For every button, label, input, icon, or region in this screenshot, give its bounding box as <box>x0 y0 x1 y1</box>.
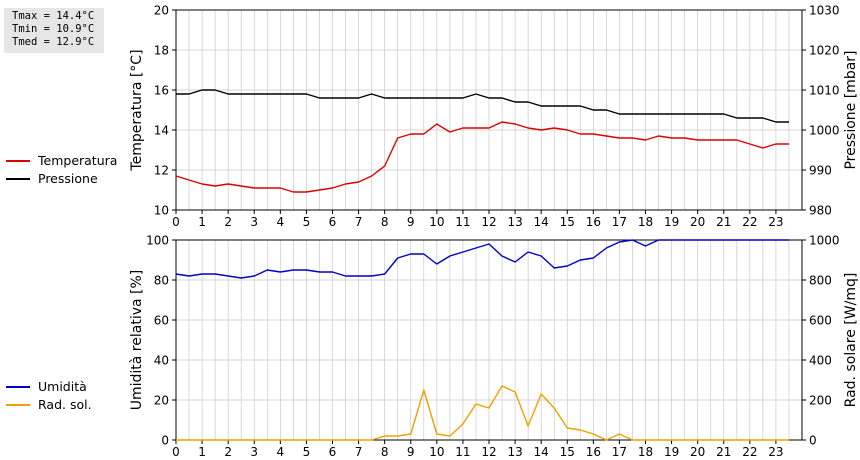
x-tick-label: 14 <box>534 215 549 229</box>
x-tick-label: 0 <box>172 445 180 459</box>
x-tick-label: 12 <box>481 215 496 229</box>
x-tick-label: 19 <box>664 445 679 459</box>
x-tick-label: 13 <box>507 445 522 459</box>
tmin-label: Tmin = 10.9°C <box>12 23 95 35</box>
x-tick-label: 16 <box>586 445 601 459</box>
x-tick-label: 12 <box>481 445 496 459</box>
x-tick-label: 3 <box>250 445 258 459</box>
x-tick-label: 23 <box>768 445 783 459</box>
x-tick-label: 21 <box>716 215 731 229</box>
stats-box: Tmax = 14.4°C Tmin = 10.9°C Tmed = 12.9°… <box>4 8 104 53</box>
x-tick-label: 15 <box>560 215 575 229</box>
x-tick-label: 22 <box>742 445 757 459</box>
y2-axis-label: Pressione [mbar] <box>843 50 859 169</box>
y2-axis-label: Rad. solare [W/mq] <box>843 273 859 408</box>
x-tick-label: 11 <box>455 445 470 459</box>
chart-panel-1: 0 1 2 3 4 5 6 7 8 9 10 11 12 13 14 15 16 17 18 19 20 21 22 2302… <box>129 234 859 460</box>
y2-tick-label: 200 <box>809 394 832 408</box>
x-tick-label: 11 <box>455 215 470 229</box>
series-line-pressione <box>176 89 789 123</box>
x-tick-label: 4 <box>277 445 285 459</box>
x-tick-label: 14 <box>534 445 549 459</box>
x-tick-label: 13 <box>507 215 522 229</box>
series-line-umidit <box>175 239 789 279</box>
tmed-label: Tmed = 12.9°C <box>12 36 95 48</box>
y-tick-label: 20 <box>154 4 169 18</box>
x-tick-label: 3 <box>250 215 258 229</box>
x-tick-label: 1 <box>198 215 206 229</box>
x-tick-label: 1 <box>198 445 206 459</box>
legend-label-rad-sol: Rad. sol. <box>38 397 92 412</box>
y-tick-label: 80 <box>154 274 169 288</box>
x-tick-label: 5 <box>303 215 311 229</box>
x-tick-label: 23 <box>768 215 783 229</box>
x-tick-label: 8 <box>381 215 389 229</box>
y-tick-label: 14 <box>154 124 169 138</box>
y-tick-label: 40 <box>154 354 169 368</box>
chart-panel-0: 0 1 2 3 4 5 6 7 8 9 10 11 12 13 14 15 16 17 18 19 20 21 22 2310… <box>129 4 859 230</box>
series-line-temperatura <box>175 121 789 193</box>
tmax-label: Tmax = 14.4°C <box>12 10 95 22</box>
y2-tick-label: 1030 <box>809 4 840 18</box>
y2-tick-label: 800 <box>809 274 832 288</box>
x-tick-label: 20 <box>690 215 705 229</box>
x-tick-label: 22 <box>742 215 757 229</box>
legend-label-temperatura: Temperatura <box>38 153 118 168</box>
y-tick-label: 20 <box>154 394 169 408</box>
series-line-rad-sol <box>176 385 789 441</box>
y2-tick-label: 990 <box>809 164 832 178</box>
x-tick-label: 4 <box>277 215 285 229</box>
y-tick-label: 18 <box>154 44 169 58</box>
y-tick-label: 12 <box>154 164 169 178</box>
y-axis-label: Temperatura [°C] <box>129 49 145 171</box>
x-tick-label: 2 <box>224 445 232 459</box>
x-tick-label: 16 <box>586 215 601 229</box>
x-tick-label: 19 <box>664 215 679 229</box>
x-tick-label: 5 <box>303 445 311 459</box>
x-tick-label: 6 <box>329 445 337 459</box>
x-tick-label: 21 <box>716 445 731 459</box>
x-tick-label: 10 <box>429 215 444 229</box>
x-tick-label: 18 <box>638 215 653 229</box>
y-tick-label: 60 <box>154 314 169 328</box>
y-tick-label: 16 <box>154 84 169 98</box>
legend-label-umidita: Umidità <box>38 379 87 394</box>
x-tick-label: 10 <box>429 445 444 459</box>
y2-tick-label: 600 <box>809 314 832 328</box>
x-tick-label: 17 <box>612 215 627 229</box>
x-tick-label: 8 <box>381 445 389 459</box>
x-tick-label: 20 <box>690 445 705 459</box>
y2-tick-label: 400 <box>809 354 832 368</box>
y2-tick-label: 1010 <box>809 84 840 98</box>
legend-swatch-pressione <box>6 178 30 180</box>
x-tick-label: 7 <box>355 215 363 229</box>
x-tick-label: 2 <box>224 215 232 229</box>
x-tick-label: 15 <box>560 445 575 459</box>
y2-tick-label: 980 <box>809 204 832 218</box>
x-tick-label: 6 <box>329 215 337 229</box>
y-axis-label: Umidità relativa [%] <box>129 270 145 411</box>
legend-label-pressione: Pressione <box>38 171 98 186</box>
y-tick-label: 100 <box>146 234 169 248</box>
y-tick-label: 10 <box>154 204 169 218</box>
x-tick-label: 9 <box>407 445 415 459</box>
legend-swatch-rad-sol <box>6 404 30 406</box>
x-tick-label: 17 <box>612 445 627 459</box>
legend-swatch-umidita <box>6 386 30 388</box>
x-tick-label: 9 <box>407 215 415 229</box>
y2-tick-label: 0 <box>809 434 817 448</box>
y2-tick-label: 1000 <box>809 234 840 248</box>
x-tick-label: 18 <box>638 445 653 459</box>
x-tick-label: 7 <box>355 445 363 459</box>
y2-tick-label: 1020 <box>809 44 840 58</box>
legend-swatch-temperatura <box>6 160 30 162</box>
y-tick-label: 0 <box>161 434 169 448</box>
x-tick-label: 0 <box>172 215 180 229</box>
y2-tick-label: 1000 <box>809 124 840 138</box>
